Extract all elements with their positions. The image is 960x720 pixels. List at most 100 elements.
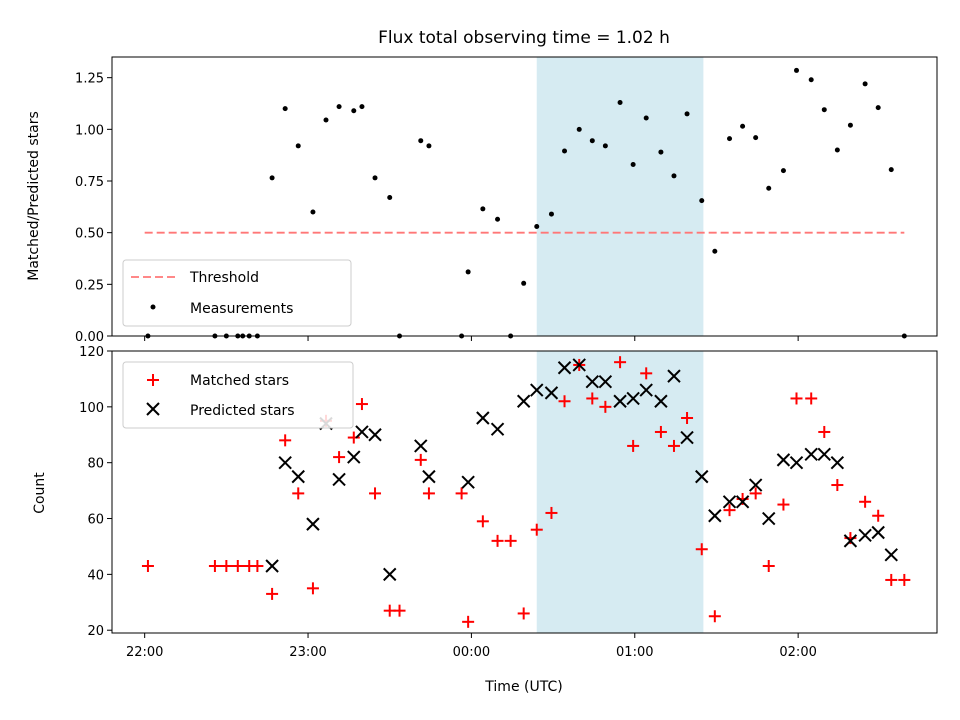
predicted-stars-point — [735, 495, 750, 509]
predicted-stars-point — [776, 453, 791, 467]
matched-stars-point — [614, 356, 627, 369]
matched-stars-point — [558, 395, 571, 408]
matched-legend-marker — [147, 374, 159, 386]
measurement-point — [888, 167, 894, 173]
measurements-legend-label: Measurements — [190, 301, 293, 317]
predicted-stars-point — [843, 534, 858, 548]
matched-stars-point — [266, 587, 279, 600]
y-tick-label: 100 — [79, 401, 104, 416]
measurement-point — [875, 105, 881, 111]
ratio-panel: 0.00 0.25 0.50 0.75 1.00 1.25 Flux total obse… — [26, 28, 938, 345]
predicted-stars-point — [332, 472, 346, 487]
predicted-stars-point — [667, 369, 681, 383]
matched-stars-point — [790, 392, 803, 405]
measurement-point — [534, 223, 540, 229]
measurement-point — [740, 123, 746, 129]
predicted-stars-point — [414, 439, 428, 453]
measurement-point — [310, 209, 316, 215]
y-tick-label: 60 — [87, 513, 104, 528]
measurement-point — [576, 126, 582, 132]
matched-legend-label: Matched stars — [190, 373, 289, 389]
x-tick-label: 01:00 — [616, 645, 653, 660]
matched-stars-point — [859, 495, 872, 508]
y-tick-label: 0.75 — [75, 175, 104, 190]
predicted-stars-point — [368, 428, 382, 442]
predicted-legend-label: Predicted stars — [190, 403, 295, 419]
measurement-point — [630, 161, 636, 167]
measurement-point — [602, 143, 608, 149]
matched-stars-point — [695, 543, 708, 556]
predicted-stars-point — [278, 455, 292, 470]
matched-stars-point — [530, 523, 543, 536]
x-tick-label: 23:00 — [289, 645, 326, 660]
predicted-stars-point — [722, 495, 737, 509]
threshold-legend-label: Threshold — [189, 270, 259, 286]
predicted-stars-point — [598, 375, 613, 389]
predicted-stars-point — [355, 425, 369, 439]
highlight-band — [536, 57, 704, 336]
matched-stars-point — [831, 479, 844, 492]
predicted-legend-marker — [146, 402, 160, 416]
matched-stars-point — [599, 400, 612, 413]
predicted-stars-point — [306, 517, 320, 531]
matched-stars-point — [462, 615, 475, 628]
matched-stars-point — [333, 451, 346, 464]
measurement-point — [821, 107, 827, 113]
x-tick-label: 02:00 — [779, 645, 816, 660]
y-tick-label: 40 — [87, 568, 104, 583]
measurement-point — [658, 149, 664, 155]
count-y-axis-label: Count — [32, 472, 48, 514]
measurement-point — [847, 122, 853, 128]
x-tick-label: 00:00 — [453, 645, 490, 660]
matched-stars-point — [279, 434, 292, 447]
matched-stars-point — [640, 367, 653, 380]
x-tick-label: 22:00 — [126, 645, 163, 660]
matched-stars-point — [422, 487, 435, 500]
measurement-point — [480, 206, 486, 212]
matched-stars-point — [414, 453, 427, 466]
predicted-stars-point — [680, 430, 694, 445]
measurement-point — [808, 77, 814, 83]
y-tick-label: 1.00 — [75, 123, 104, 138]
matched-stars-point — [347, 431, 360, 444]
matched-stars-point — [292, 487, 305, 500]
predicted-stars-point — [383, 567, 397, 582]
matched-stars-point — [586, 392, 599, 405]
predicted-stars-point — [762, 511, 776, 526]
predicted-stars-point — [830, 455, 845, 470]
predicted-stars-point — [695, 469, 709, 484]
y-tick-label: 120 — [79, 345, 104, 360]
measurement-point — [780, 168, 786, 174]
measurement-point — [465, 269, 471, 275]
matched-stars-point — [762, 559, 775, 572]
measurement-point — [351, 108, 357, 114]
matched-stars-point — [872, 509, 885, 522]
ratio-y-axis-label: Matched/Predicted stars — [26, 111, 42, 281]
predicted-stars-point — [858, 528, 872, 542]
predicted-stars-point — [461, 475, 475, 489]
predicted-stars-point — [804, 447, 818, 462]
matched-stars-point — [208, 559, 221, 572]
measurement-point — [269, 175, 275, 181]
ratio-legend: Threshold Measurements — [122, 259, 352, 327]
measurement-point — [834, 147, 840, 153]
matched-stars-point — [369, 487, 382, 500]
predicted-stars-point — [530, 383, 544, 397]
measurement-point — [671, 173, 677, 179]
predicted-stars-point — [613, 394, 627, 408]
measurement-point — [712, 248, 718, 254]
predicted-stars-point — [476, 411, 490, 425]
y-tick-label: 0.00 — [75, 330, 104, 345]
predicted-stars-point — [708, 509, 722, 523]
predicted-stars-point — [265, 559, 279, 573]
matched-stars-point — [818, 425, 831, 438]
matched-stars-point — [517, 607, 530, 620]
predicted-stars-point — [490, 422, 505, 436]
predicted-stars-point — [557, 361, 572, 375]
measurement-point — [766, 185, 772, 191]
matched-stars-point — [220, 559, 233, 572]
measurement-point — [295, 143, 301, 149]
measurement-point — [589, 138, 595, 144]
matched-stars-point — [393, 604, 406, 617]
